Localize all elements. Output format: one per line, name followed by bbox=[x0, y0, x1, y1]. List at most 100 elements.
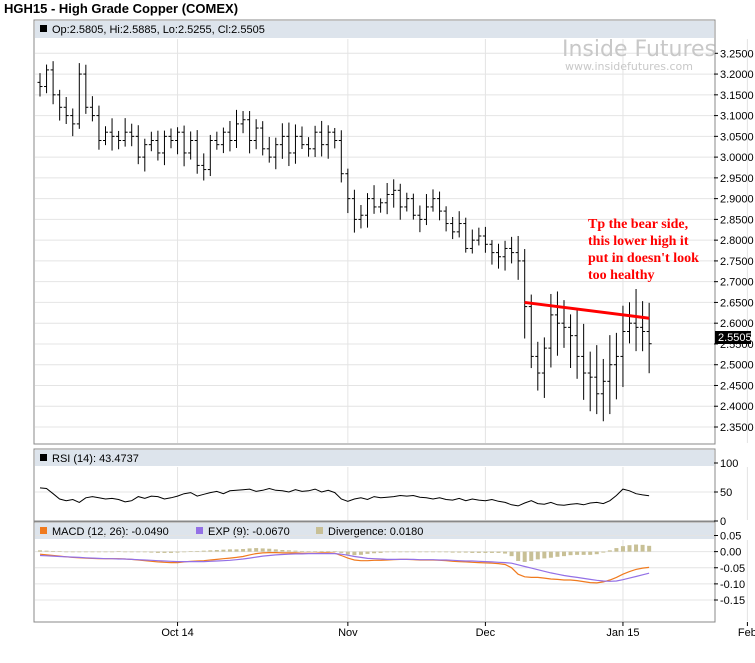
divergence-legend: Divergence: 0.0180 bbox=[328, 526, 423, 538]
ohlc-bar bbox=[135, 125, 141, 165]
rsi-legend-bar bbox=[35, 450, 714, 466]
ohlc-bar bbox=[371, 185, 377, 214]
ohlc-bar bbox=[142, 138, 148, 172]
ohlc-bar bbox=[299, 126, 305, 150]
divergence-bar bbox=[450, 551, 455, 553]
ohlc-bar bbox=[397, 183, 403, 220]
divergence-bar bbox=[247, 548, 252, 552]
ohlc-bar bbox=[312, 125, 318, 158]
ohlc-bar bbox=[568, 314, 574, 369]
price-y-tick-label: 2.4000 bbox=[720, 401, 754, 413]
ohlc-bar bbox=[168, 128, 174, 149]
ohlc-bar bbox=[410, 193, 416, 220]
divergence-bar bbox=[103, 551, 108, 553]
divergence-bar bbox=[116, 551, 121, 552]
divergence-bar bbox=[273, 549, 278, 552]
price-gridlines bbox=[35, 39, 748, 443]
ohlc-bar bbox=[404, 192, 410, 212]
ohlc-bar bbox=[554, 291, 560, 356]
divergence-bar bbox=[601, 551, 606, 553]
ohlc-bar bbox=[456, 211, 462, 238]
divergence-bar bbox=[594, 551, 599, 555]
ohlc-bar bbox=[522, 249, 528, 339]
annotation-line-3: put in doesn't look bbox=[588, 251, 699, 266]
divergence-bar bbox=[149, 551, 154, 553]
ohlc-bar bbox=[122, 118, 128, 147]
price-y-tick-label: 2.7500 bbox=[720, 256, 754, 268]
ohlc-bar bbox=[417, 205, 423, 233]
red-trendline bbox=[524, 300, 650, 320]
ohlc-bar bbox=[96, 105, 102, 150]
divergence-bars bbox=[38, 544, 652, 562]
divergence-bar bbox=[575, 551, 580, 555]
ohlc-bar bbox=[207, 134, 213, 177]
divergence-bar bbox=[162, 551, 167, 553]
ohlc-bar bbox=[201, 153, 207, 181]
divergence-bar bbox=[404, 551, 409, 553]
divergence-bar bbox=[208, 550, 213, 552]
divergence-bar bbox=[444, 551, 449, 553]
price-legend-swatch bbox=[40, 25, 47, 32]
divergence-bar bbox=[188, 551, 193, 552]
ohlc-bar bbox=[220, 127, 226, 154]
ohlc-bar bbox=[633, 288, 639, 352]
price-y-tick-label: 2.9500 bbox=[720, 173, 754, 185]
rsi-y-tick-label: 0 bbox=[720, 516, 726, 528]
divergence-bar bbox=[142, 551, 147, 553]
macd-y-tick-label: -0.05 bbox=[720, 563, 745, 575]
ohlc-bar bbox=[279, 123, 285, 159]
watermark-logo: Inside Futures www.insidefutures.com bbox=[562, 37, 716, 73]
ohlc-bar bbox=[378, 198, 384, 213]
divergence-bar bbox=[542, 551, 547, 559]
ohlc-bar bbox=[332, 127, 338, 149]
divergence-bar bbox=[516, 551, 521, 561]
ohlc-bar bbox=[175, 127, 181, 155]
x-tick-label: Nov bbox=[338, 627, 358, 639]
divergence-bar bbox=[431, 551, 435, 553]
ohlc-bar bbox=[109, 118, 115, 151]
ohlc-bar bbox=[430, 189, 436, 212]
divergence-bar bbox=[424, 551, 429, 553]
divergence-bar bbox=[470, 551, 475, 553]
ohlc-bar bbox=[528, 294, 534, 369]
exp-line bbox=[39, 552, 650, 582]
ohlc-bar bbox=[57, 89, 63, 121]
ohlc-bar bbox=[450, 217, 456, 240]
divergence-bar bbox=[437, 551, 442, 553]
divergence-bar bbox=[627, 545, 632, 552]
ohlc-bar bbox=[50, 61, 56, 105]
price-y-tick-label: 3.0500 bbox=[720, 131, 754, 143]
ohlc-bar bbox=[76, 63, 82, 129]
rsi-y-tick-label: 100 bbox=[720, 458, 738, 470]
ohlc-bar bbox=[391, 179, 397, 208]
price-y-tick-label: 2.3500 bbox=[720, 422, 754, 434]
price-y-tick-label: 3.2500 bbox=[720, 48, 754, 60]
ohlc-bar bbox=[423, 194, 429, 226]
ohlc-bar bbox=[443, 206, 449, 232]
rsi-gridlines bbox=[35, 467, 748, 520]
divergence-bar bbox=[129, 551, 134, 553]
divergence-bar bbox=[182, 551, 187, 553]
divergence-bar bbox=[503, 551, 508, 554]
divergence-bar bbox=[391, 551, 396, 553]
divergence-bar bbox=[385, 551, 390, 553]
ohlc-bar bbox=[240, 111, 246, 134]
divergence-bar bbox=[588, 551, 593, 555]
ohlc-bar bbox=[646, 302, 652, 374]
watermark-url: www.insidefutures.com bbox=[565, 60, 693, 73]
macd-y-tick-label: -0.10 bbox=[720, 579, 745, 591]
price-y-tick-label: 3.1000 bbox=[720, 111, 754, 123]
divergence-bar bbox=[509, 551, 514, 557]
divergence-bar bbox=[254, 548, 259, 552]
annotation-line-2: this lower high it bbox=[588, 234, 689, 249]
divergence-bar bbox=[293, 550, 298, 552]
divergence-bar bbox=[483, 551, 488, 553]
x-tick-label: Jan 15 bbox=[606, 627, 639, 639]
divergence-bar bbox=[614, 548, 619, 552]
ohlc-bar bbox=[365, 193, 370, 228]
ohlc-bar bbox=[260, 121, 266, 156]
divergence-bar bbox=[90, 551, 95, 553]
divergence-bar bbox=[241, 549, 246, 552]
ohlc-bar bbox=[253, 119, 259, 150]
divergence-bar bbox=[358, 551, 363, 555]
